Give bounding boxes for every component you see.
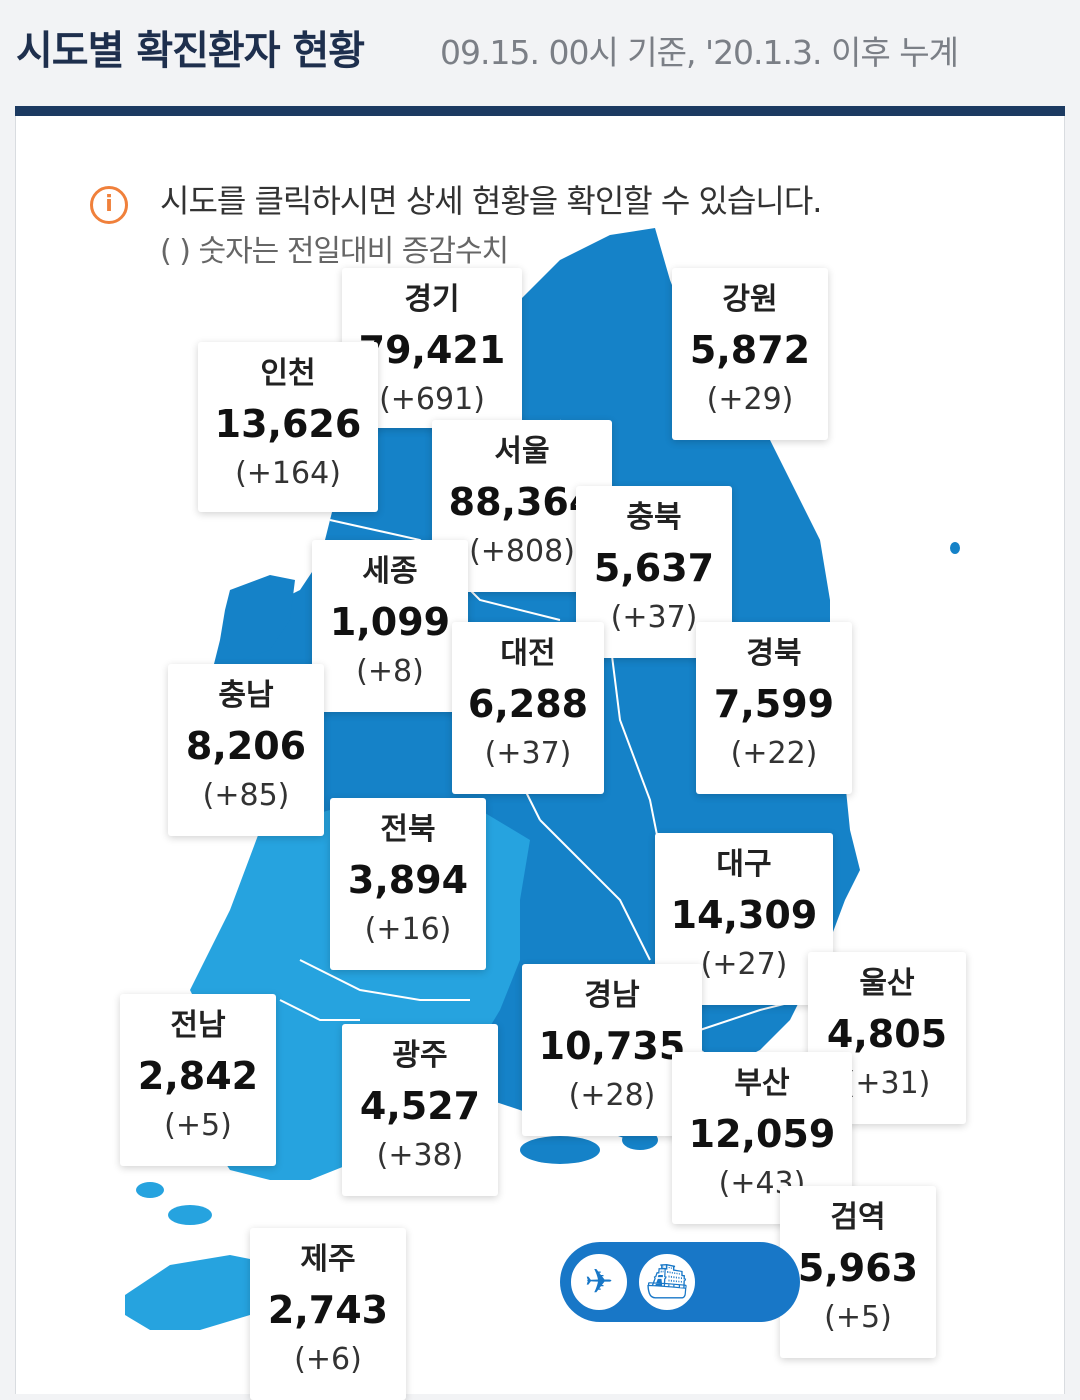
region-card-gwangju[interactable]: 광주 4,527 (+38) [342,1024,498,1196]
info-note: ( ) 숫자는 전일대비 증감수치 [160,234,509,269]
region-card-gyeongbuk[interactable]: 경북 7,599 (+22) [696,622,852,794]
ship-icon: ⛴ [636,1251,698,1313]
region-delta: (+5) [164,1108,232,1143]
region-card-sejong[interactable]: 세종 1,099 (+8) [312,540,468,712]
region-card-chungnam[interactable]: 충남 8,206 (+85) [168,664,324,836]
map-island [520,1136,600,1164]
region-name: 광주 [392,1038,448,1073]
region-name: 검역 [830,1200,886,1235]
region-delta: (+38) [376,1138,464,1173]
region-delta: (+37) [610,600,698,635]
region-name: 대전 [500,636,556,671]
region-count: 12,059 [688,1112,836,1156]
map-jeju[interactable] [125,1255,280,1330]
region-delta: (+31) [843,1066,931,1101]
region-name: 경기 [404,282,460,317]
region-card-jeju[interactable]: 제주 2,743 (+6) [250,1228,406,1400]
page-header: 시도별 확진환자 현황 09.15. 00시 기준, '20.1.3. 이후 누… [0,0,1080,100]
region-delta: (+22) [730,736,818,771]
region-count: 5,963 [797,1246,919,1290]
map-ulleung [950,542,960,554]
region-name: 울산 [859,966,915,1001]
region-name: 서울 [494,434,550,469]
region-count: 14,309 [670,893,818,937]
region-count: 1,099 [329,600,451,644]
region-count: 13,626 [214,402,362,446]
region-delta: (+808) [469,534,575,569]
region-count: 5,872 [689,328,811,372]
region-card-quarantine[interactable]: 검역 5,963 (+5) [780,1186,936,1358]
region-name: 경북 [746,636,802,671]
region-count: 6,288 [467,682,589,726]
region-count: 10,735 [538,1024,686,1068]
region-name: 강원 [722,282,778,317]
region-count: 4,805 [826,1012,948,1056]
page-title: 시도별 확진환자 현황 [16,28,365,74]
region-card-gyeongnam[interactable]: 경남 10,735 (+28) [522,964,702,1136]
region-delta: (+691) [379,382,485,417]
region-count: 2,743 [267,1288,389,1332]
region-name: 경남 [584,978,640,1013]
region-card-gangwon[interactable]: 강원 5,872 (+29) [672,268,828,440]
region-card-jeonbuk[interactable]: 전북 3,894 (+16) [330,798,486,970]
region-card-jeonnam[interactable]: 전남 2,842 (+5) [120,994,276,1166]
region-delta: (+85) [202,778,290,813]
region-name: 전북 [380,812,436,847]
region-count: 5,637 [593,546,715,590]
page-subtitle: 09.15. 00시 기준, '20.1.3. 이후 누계 [440,33,959,72]
region-count: 2,842 [137,1054,259,1098]
region-name: 부산 [734,1066,790,1101]
region-count: 4,527 [359,1084,481,1128]
region-count: 7,599 [713,682,835,726]
region-delta: (+27) [700,947,788,982]
region-delta: (+37) [484,736,572,771]
quarantine-pill[interactable]: ✈ ⛴ [560,1242,800,1322]
region-name: 전남 [170,1008,226,1043]
region-delta: (+16) [364,912,452,947]
region-delta: (+5) [824,1300,892,1335]
region-delta: (+28) [568,1078,656,1113]
region-name: 충북 [626,500,682,535]
region-name: 제주 [300,1242,356,1277]
region-name: 인천 [260,356,316,391]
info-icon: i [90,186,128,224]
region-delta: (+29) [706,382,794,417]
airplane-icon: ✈ [568,1251,630,1313]
map-taean [220,575,295,660]
region-name: 충남 [218,678,274,713]
header-divider [15,106,1065,116]
map-island [136,1182,164,1198]
region-name: 세종 [362,554,418,589]
region-delta: (+164) [235,456,341,491]
region-count: 3,894 [347,858,469,902]
region-card-incheon[interactable]: 인천 13,626 (+164) [198,342,378,512]
region-count: 79,421 [358,328,506,372]
region-name: 대구 [716,847,772,882]
region-card-ulsan[interactable]: 울산 4,805 (+31) [808,952,966,1124]
map-island [168,1205,212,1225]
region-delta: (+8) [356,654,424,689]
region-card-daejeon[interactable]: 대전 6,288 (+37) [452,622,604,794]
region-count: 88,364 [448,480,596,524]
region-delta: (+6) [294,1342,362,1377]
info-text: 시도를 클릭하시면 상세 현황을 확인할 수 있습니다. [160,182,822,220]
region-count: 8,206 [185,724,307,768]
